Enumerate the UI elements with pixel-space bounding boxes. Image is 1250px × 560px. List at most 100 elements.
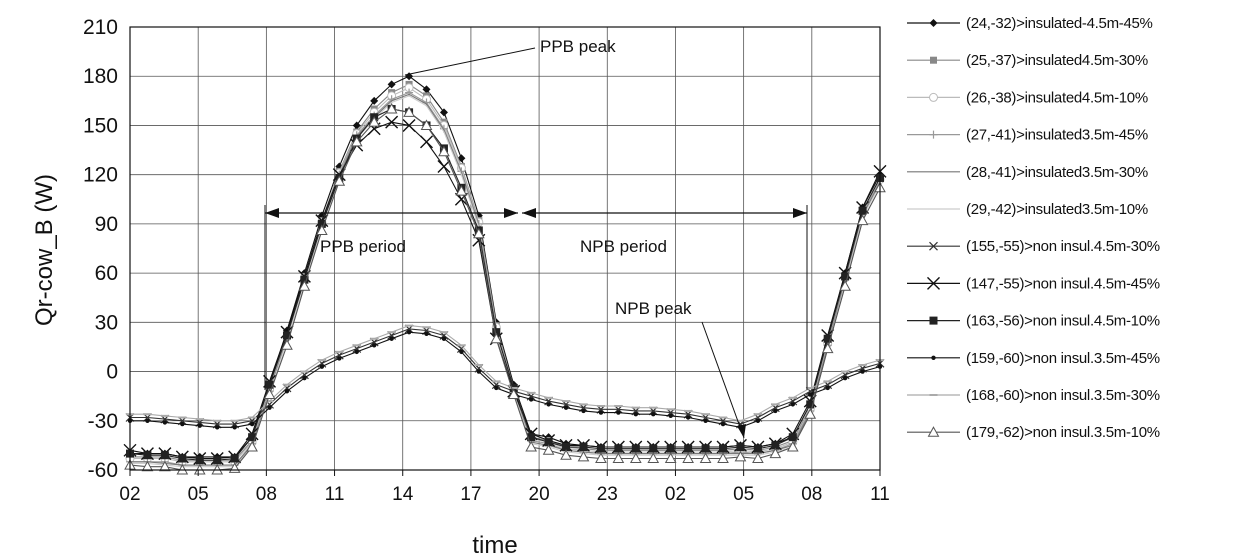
y-tick-label: 60: [95, 262, 118, 285]
y-tick-label: 90: [95, 213, 118, 236]
data-point: [406, 329, 412, 335]
legend-item: (26,-38)>insulated4.5m-10%: [907, 89, 1148, 106]
data-point: [546, 402, 551, 407]
legend-item: (179,-62)>non insul.3.5m-10%: [907, 424, 1160, 441]
data-point: [405, 88, 414, 97]
data-point: [753, 444, 762, 453]
data-point: [472, 227, 485, 239]
data-point: [929, 130, 938, 139]
data-point: [769, 447, 782, 459]
series-line: [130, 325, 881, 422]
data-point: [699, 452, 712, 464]
data-point: [788, 433, 797, 442]
legend-label: (24,-32)>insulated-4.5m-45%: [966, 15, 1153, 32]
data-point: [701, 444, 710, 453]
x-tick-label: 20: [529, 484, 550, 505]
data-point: [703, 418, 708, 423]
data-point: [616, 410, 621, 415]
data-point: [476, 369, 482, 374]
data-point: [354, 349, 359, 355]
data-point: [402, 118, 416, 132]
data-point: [821, 342, 834, 354]
data-point: [232, 425, 237, 430]
data-point: [350, 135, 363, 147]
y-tick-label: -60: [88, 459, 118, 482]
data-point: [666, 444, 675, 453]
series-line: [130, 87, 881, 463]
ppb-peak-pointer: [404, 47, 536, 76]
data-point: [492, 328, 501, 337]
annotations: PPB peak PPB period NPB period NPB peak: [264, 37, 808, 439]
plot-frame: [129, 26, 881, 471]
x-tick-label: 11: [870, 484, 890, 505]
x-tick-label: 05: [733, 484, 754, 505]
data-point: [927, 276, 940, 290]
series-line: [129, 108, 881, 461]
data-point: [839, 280, 851, 291]
legend-label: (155,-55)>non insul.4.5m-30%: [966, 238, 1160, 255]
data-point: [929, 92, 938, 102]
data-point: [246, 441, 258, 452]
x-tick-label: 14: [392, 484, 414, 505]
data-point: [281, 339, 293, 350]
data-point: [249, 421, 255, 427]
x-tick-label: 17: [460, 484, 481, 505]
legend-item: (155,-55)>non insul.4.5m-30%: [907, 238, 1160, 255]
ppb-peak-label: PPB peak: [540, 37, 616, 56]
data-point: [595, 452, 607, 464]
legend-item: (163,-56)>non insul.4.5m-10%: [907, 313, 1160, 330]
data-point: [284, 389, 290, 394]
legend-label: (29,-42)>insulated3.5m-10%: [966, 201, 1148, 218]
data-point: [298, 280, 311, 291]
data-point: [773, 408, 778, 414]
y-tick-label: 150: [83, 114, 118, 137]
axes: -60 -30 0 30 60 90 120 150 180 210 02 05 08 11 14 17 20 2…: [83, 16, 890, 505]
data-point: [929, 316, 938, 325]
data-point: [441, 336, 447, 341]
x-tick-label: 02: [119, 484, 140, 505]
series-line: [130, 95, 881, 468]
series-10: [126, 324, 884, 422]
series-line: [130, 93, 881, 466]
data-point: [385, 115, 399, 129]
data-point: [790, 402, 795, 407]
data-point: [160, 451, 169, 460]
data-point: [755, 418, 761, 423]
data-point: [195, 456, 204, 465]
series-line: [130, 328, 881, 425]
legend-label: (25,-37)>insulated4.5m-30%: [966, 52, 1148, 69]
data-point: [560, 449, 572, 460]
data-point: [752, 452, 764, 464]
data-point: [682, 452, 694, 464]
data-point: [282, 331, 291, 340]
data-point: [459, 349, 464, 355]
series-11: [124, 103, 886, 475]
legend-label: (27,-41)>insulated3.5m-45%: [966, 127, 1148, 144]
data-point: [352, 121, 361, 130]
data-point: [438, 145, 450, 157]
data-point: [684, 444, 693, 453]
data-point: [248, 433, 257, 442]
data-point: [542, 444, 555, 455]
data-point: [337, 356, 342, 361]
data-point: [930, 56, 937, 64]
data-point: [213, 456, 222, 465]
data-point: [370, 96, 379, 105]
data-point: [664, 452, 677, 464]
data-point: [717, 452, 729, 464]
data-point: [385, 103, 398, 114]
data-point: [577, 450, 590, 462]
data-point: [455, 185, 468, 196]
data-point: [736, 443, 745, 452]
legend-item: (168,-60)>non insul.3.5m-30%: [907, 387, 1160, 404]
legend-label: (28,-41)>insulated3.5m-30%: [966, 164, 1148, 181]
y-tick-label: 210: [83, 16, 118, 39]
y-tick-label: 30: [95, 311, 118, 334]
data-point: [720, 421, 726, 427]
data-point: [929, 241, 938, 251]
series-4: [130, 93, 881, 466]
data-point: [494, 385, 499, 391]
data-point: [734, 450, 747, 462]
data-point: [265, 380, 274, 389]
npb-arrow-right: [793, 208, 807, 218]
